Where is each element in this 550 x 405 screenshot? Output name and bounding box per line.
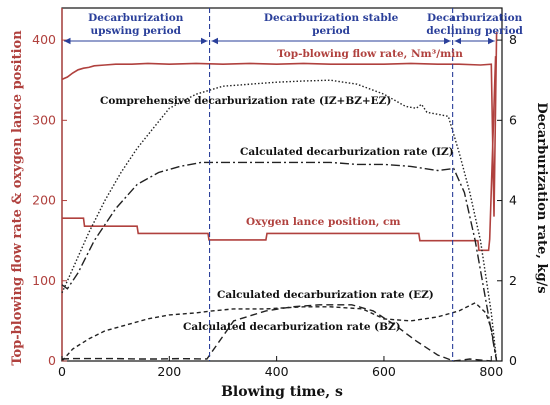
x-axis-label: Blowing time, s xyxy=(221,384,343,400)
period-label: Decarburization stable xyxy=(264,12,399,24)
series-annotation: Calculated decarburization rate (IZ) xyxy=(240,146,454,158)
period-label: Decarburization xyxy=(88,12,184,24)
right-axis-label: Decarburization rate, kg/s xyxy=(534,102,549,293)
y-right-tick-label: 0 xyxy=(509,353,517,368)
x-tick-label: 400 xyxy=(265,364,289,379)
series-line-6 xyxy=(61,301,498,362)
y-left-tick-label: 200 xyxy=(32,193,56,208)
series-line-5 xyxy=(61,304,492,362)
y-right-tick-label: 2 xyxy=(509,273,517,288)
period-label: period xyxy=(312,25,351,37)
y-left-tick-label: 100 xyxy=(32,273,56,288)
x-tick-label: 0 xyxy=(58,364,66,379)
period-label: upswing period xyxy=(91,25,182,37)
x-tick-label: 200 xyxy=(157,364,181,379)
series-line-2 xyxy=(62,56,497,252)
series-line-4 xyxy=(61,161,498,362)
y-right-tick-label: 4 xyxy=(509,193,517,208)
period-label: declining period xyxy=(426,25,523,37)
series-annotation: Calculated decarburization rate (EZ) xyxy=(217,289,434,301)
y-right-tick-label: 8 xyxy=(509,32,517,47)
series-annotation: Comprehensive decarburization rate (IZ+B… xyxy=(100,95,391,107)
x-tick-label: 600 xyxy=(372,364,396,379)
left-axis-label: Top-blowing flow rate & oxygen lance pos… xyxy=(10,30,25,366)
series-annotation: Oxygen lance position, cm xyxy=(246,216,401,228)
y-left-tick-label: 400 xyxy=(32,32,56,47)
y-left-tick-label: 0 xyxy=(48,353,56,368)
y-left-tick-label: 300 xyxy=(32,112,56,127)
series-line-1 xyxy=(61,32,498,217)
series-line-3 xyxy=(61,79,498,362)
x-tick-label: 800 xyxy=(479,364,503,379)
series-annotation: Top-blowing flow rate, Nm³/min xyxy=(277,48,463,60)
series-annotation: Calculated decarburization rate (BZ) xyxy=(183,321,401,333)
y-right-tick-label: 6 xyxy=(509,112,517,127)
period-label: Decarburization xyxy=(427,12,523,24)
